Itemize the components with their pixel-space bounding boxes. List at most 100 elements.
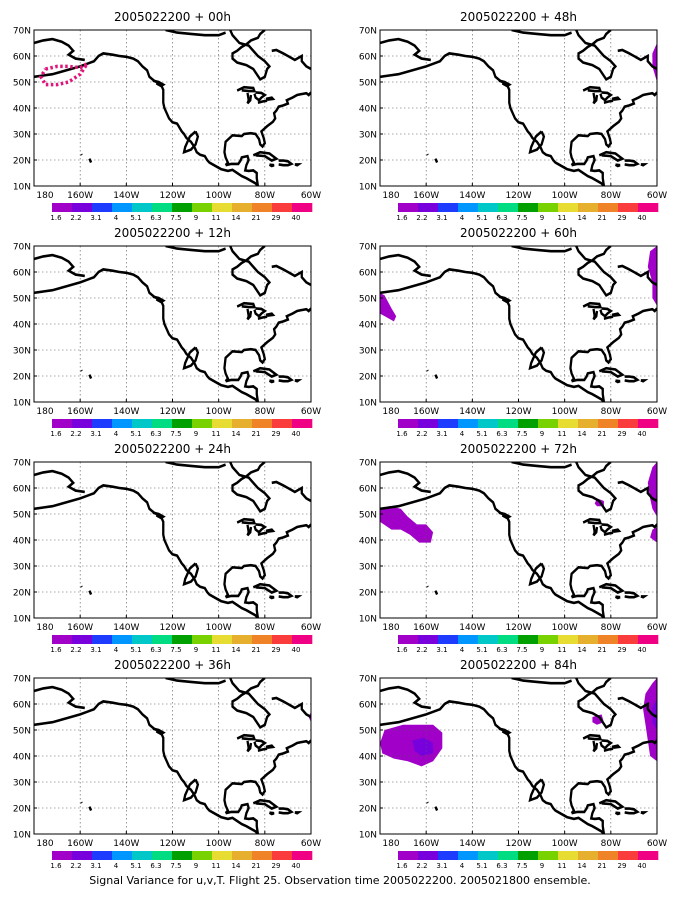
panel-title: 2005022200 + 72h	[460, 442, 577, 456]
x-tick-label: 140W	[459, 623, 485, 633]
y-tick-label: 60N	[13, 53, 31, 63]
colorbar-label: 9	[194, 214, 198, 222]
colorbar-swatch	[638, 635, 659, 644]
y-tick-label: 20N	[13, 589, 31, 599]
y-tick-label: 20N	[359, 157, 377, 167]
colorbar: 1.6 2.2 3.1 4 5.1 6.3 7.5 9 11 14 21 29 40	[50, 419, 313, 438]
x-tick-label: 160W	[413, 623, 439, 633]
y-tick-label: 30N	[359, 563, 377, 573]
y-tick-label: 10N	[13, 183, 31, 193]
colorbar-swatch	[132, 203, 153, 212]
x-tick-label: 180	[382, 191, 399, 201]
colorbar-label: 29	[272, 862, 281, 870]
colorbar-swatch	[252, 851, 273, 860]
y-tick-label: 70N	[13, 243, 31, 253]
x-tick-label: 100W	[206, 839, 232, 849]
x-tick-label: 80W	[601, 191, 621, 201]
colorbar-swatch	[252, 203, 273, 212]
x-tick-label: 60W	[301, 191, 321, 201]
x-tick-label: 120W	[159, 839, 185, 849]
colorbar-label: 29	[618, 430, 627, 438]
x-tick-label: 180	[36, 191, 53, 201]
colorbar-label: 29	[272, 646, 281, 654]
colorbar-label: 1.6	[50, 214, 62, 222]
colorbar-label: 29	[272, 430, 281, 438]
colorbar-swatch	[92, 851, 113, 860]
colorbar-swatch	[152, 851, 173, 860]
colorbar-swatch	[538, 419, 559, 428]
colorbar-swatch	[152, 635, 173, 644]
colorbar-label: 6.3	[150, 430, 161, 438]
y-tick-label: 50N	[359, 295, 377, 305]
colorbar-swatch	[212, 203, 233, 212]
colorbar-label: 2.2	[70, 214, 81, 222]
colorbar-label: 3.1	[90, 214, 101, 222]
colorbar-label: 7.5	[516, 862, 527, 870]
x-tick-label: 80W	[601, 623, 621, 633]
colorbar-swatch	[558, 203, 579, 212]
colorbar-label: 1.6	[50, 862, 62, 870]
y-tick-label: 70N	[13, 27, 31, 37]
y-tick-label: 10N	[359, 615, 377, 625]
colorbar-label: 2.2	[416, 862, 427, 870]
colorbar-swatch	[418, 203, 439, 212]
colorbar-swatch	[578, 203, 599, 212]
x-tick-label: 100W	[206, 191, 232, 201]
x-tick-label: 80W	[601, 407, 621, 417]
colorbar-label: 4	[114, 646, 119, 654]
colorbar-swatch	[518, 419, 539, 428]
colorbar-label: 3.1	[90, 430, 101, 438]
colorbar-swatch	[152, 419, 173, 428]
colorbar-label: 40	[292, 646, 301, 654]
map-panel: 2005022200 + 24h 10N 20N 30N 40N 50N 60N 70N 180…	[13, 442, 321, 633]
colorbar-label: 6.3	[150, 214, 161, 222]
y-tick-label: 60N	[359, 701, 377, 711]
colorbar-swatch	[72, 203, 93, 212]
y-tick-label: 60N	[13, 485, 31, 495]
colorbar-swatch	[292, 635, 313, 644]
x-tick-label: 100W	[552, 839, 578, 849]
colorbar-swatch	[578, 851, 599, 860]
colorbar-swatch	[578, 419, 599, 428]
colorbar-label: 40	[292, 214, 301, 222]
colorbar-swatch	[112, 851, 133, 860]
map-panel: 2005022200 + 84h 10N 20N 30N 40N 50N 60N 70N 180…	[359, 658, 667, 849]
panel-title: 2005022200 + 60h	[460, 226, 577, 240]
panel-title: 2005022200 + 12h	[114, 226, 231, 240]
colorbar-label: 7.5	[170, 430, 181, 438]
x-tick-label: 100W	[552, 407, 578, 417]
colorbar-label: 7.5	[516, 214, 527, 222]
x-tick-label: 120W	[505, 623, 531, 633]
colorbar-label: 11	[558, 430, 567, 438]
y-tick-label: 50N	[359, 727, 377, 737]
colorbar-swatch	[598, 635, 619, 644]
colorbar-swatch	[538, 635, 559, 644]
colorbar-label: 3.1	[436, 214, 447, 222]
y-tick-label: 40N	[359, 753, 377, 763]
colorbar-swatch	[478, 851, 499, 860]
variance-region	[652, 43, 657, 82]
y-tick-label: 50N	[13, 79, 31, 89]
colorbar-swatch	[558, 419, 579, 428]
colorbar-swatch	[458, 851, 479, 860]
colorbar-label: 3.1	[436, 430, 447, 438]
colorbar-swatch	[638, 419, 659, 428]
map-panel: 2005022200 + 48h 10N 20N 30N 40N 50N 60N 70N 180…	[359, 10, 667, 201]
colorbar-label: 4	[460, 214, 465, 222]
y-tick-label: 20N	[359, 589, 377, 599]
colorbar-label: 7.5	[170, 862, 181, 870]
y-tick-label: 50N	[359, 511, 377, 521]
colorbar-swatch	[172, 203, 193, 212]
map-panel: 2005022200 + 72h 10N 20N 30N 40N 50N 60N 70N 180…	[359, 442, 667, 633]
variance-region	[592, 714, 604, 725]
variance-region	[380, 724, 443, 767]
colorbar-label: 9	[540, 430, 544, 438]
colorbar-label: 5.1	[476, 646, 487, 654]
x-tick-label: 140W	[113, 623, 139, 633]
panel-title: 2005022200 + 24h	[114, 442, 231, 456]
colorbar-swatch	[458, 635, 479, 644]
colorbar-swatch	[112, 635, 133, 644]
x-tick-label: 60W	[301, 407, 321, 417]
colorbar-swatch	[92, 203, 113, 212]
colorbar-label: 40	[638, 430, 647, 438]
